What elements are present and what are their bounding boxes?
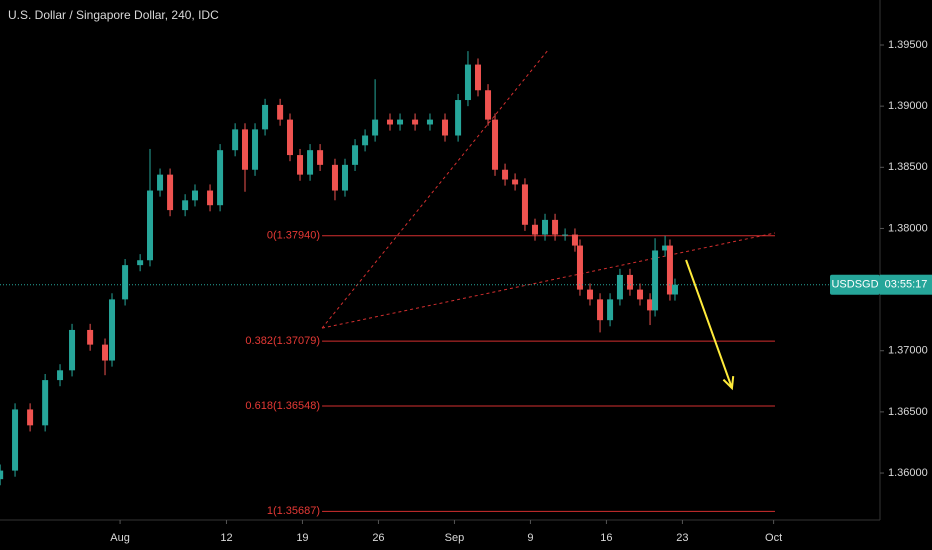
x-tick-label: Oct <box>765 532 782 544</box>
fib-label: 0.382(1.37079) <box>245 335 320 347</box>
candle-body <box>502 169 509 180</box>
fib-label: 0.618(1.36548) <box>245 400 320 412</box>
symbol-tag-bg <box>830 274 880 295</box>
x-tick-label: 26 <box>372 532 384 544</box>
candle-body <box>207 190 214 206</box>
candle-body <box>662 245 669 251</box>
candle-body <box>342 164 349 191</box>
candle-body <box>587 289 594 300</box>
candle-body <box>232 129 239 151</box>
candle-body <box>666 245 673 295</box>
x-tick-label: Aug <box>110 532 130 544</box>
candle-body <box>607 299 614 321</box>
y-tick-label: 1.36500 <box>888 406 928 418</box>
trendline <box>321 232 776 329</box>
candle-body <box>122 265 129 300</box>
candle-body <box>637 289 644 300</box>
candle-body <box>671 284 678 295</box>
x-tick-label: 12 <box>220 532 232 544</box>
y-tick-label: 1.39000 <box>888 100 928 112</box>
candle-body <box>626 274 633 290</box>
candle-body <box>307 150 314 175</box>
candle-body <box>647 299 654 311</box>
candle-body <box>87 329 94 345</box>
candle-body <box>57 370 64 381</box>
chart-title: U.S. Dollar / Singapore Dollar, 240, IDC <box>8 8 219 22</box>
fib-label: 0(1.37940) <box>267 230 320 242</box>
candle-body <box>297 155 304 175</box>
candle-body <box>252 129 259 170</box>
candle-body <box>616 274 623 300</box>
candle-body <box>652 250 659 311</box>
candle-body <box>352 145 359 165</box>
candle-body <box>412 119 419 125</box>
candle-body <box>571 234 578 246</box>
x-tick-label: 23 <box>676 532 688 544</box>
symbol-tag: USDSGD <box>831 279 878 291</box>
candle-body <box>474 64 481 91</box>
arrow-shaft <box>685 259 733 389</box>
candle-body <box>167 174 174 211</box>
candle-body <box>0 470 4 480</box>
y-tick-label: 1.37000 <box>888 345 928 357</box>
candle-body <box>597 299 604 321</box>
candle-body <box>521 184 528 225</box>
candle-body <box>386 119 393 125</box>
candle-body <box>262 104 269 130</box>
y-tick-label: 1.38000 <box>888 222 928 234</box>
fib-label: 1(1.35687) <box>267 505 320 517</box>
candle-body <box>286 119 293 156</box>
candle-body <box>397 119 404 125</box>
candle-body <box>485 90 492 120</box>
trendline <box>321 49 549 329</box>
candle-body <box>191 190 198 201</box>
candle-body <box>552 219 559 235</box>
candle-body <box>137 260 144 266</box>
candle-body <box>242 129 249 170</box>
candle-body <box>492 119 499 170</box>
candle-body <box>512 179 519 185</box>
candle-body <box>576 245 583 290</box>
candle-body <box>562 234 569 236</box>
candle-body <box>182 200 189 211</box>
candle-body <box>42 380 49 426</box>
candle-body <box>372 119 379 136</box>
countdown: 03:55:17 <box>885 279 928 291</box>
x-tick-label: Sep <box>445 532 465 544</box>
x-tick-label: 9 <box>527 532 533 544</box>
x-tick-label: 19 <box>296 532 308 544</box>
candle-body <box>147 190 154 261</box>
candle-body <box>455 100 462 136</box>
candle-body <box>12 409 19 471</box>
candle-body <box>102 344 109 361</box>
candle-body <box>157 174 164 191</box>
y-tick-label: 1.36000 <box>888 467 928 479</box>
candle-body <box>317 150 324 165</box>
candle-body <box>217 150 224 206</box>
candle-body <box>426 119 433 125</box>
candle-body <box>464 64 471 101</box>
candle-body <box>69 329 76 371</box>
candle-body <box>531 224 538 235</box>
x-tick-label: 16 <box>600 532 612 544</box>
arrow-head <box>722 376 735 391</box>
candle-body <box>442 119 449 136</box>
y-tick-label: 1.39500 <box>888 39 928 51</box>
candle-body <box>362 135 369 146</box>
countdown-bg <box>880 274 932 295</box>
candle-body <box>27 409 34 426</box>
y-tick-label: 1.38500 <box>888 161 928 173</box>
candle-body <box>277 104 284 120</box>
candle-body <box>109 299 116 361</box>
candle-body <box>331 164 338 191</box>
candle-body <box>542 219 549 235</box>
